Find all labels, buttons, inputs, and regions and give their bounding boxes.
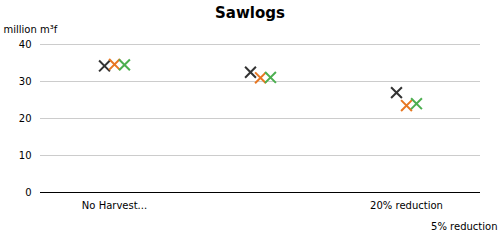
svg-text:40: 40 — [19, 39, 32, 50]
svg-text:20: 20 — [19, 113, 32, 124]
svg-text:0: 0 — [25, 187, 31, 198]
svg-text:No Harvest...: No Harvest... — [82, 200, 147, 211]
svg-text:30: 30 — [19, 76, 32, 87]
svg-text:million m³f: million m³f — [4, 24, 58, 35]
html-text:Sawlogs: Sawlogs — [215, 4, 285, 22]
svg-text:5% reduction: 5% reduction — [431, 221, 497, 232]
svg-text:20% reduction: 20% reduction — [370, 200, 443, 211]
svg-text:10: 10 — [19, 150, 32, 161]
